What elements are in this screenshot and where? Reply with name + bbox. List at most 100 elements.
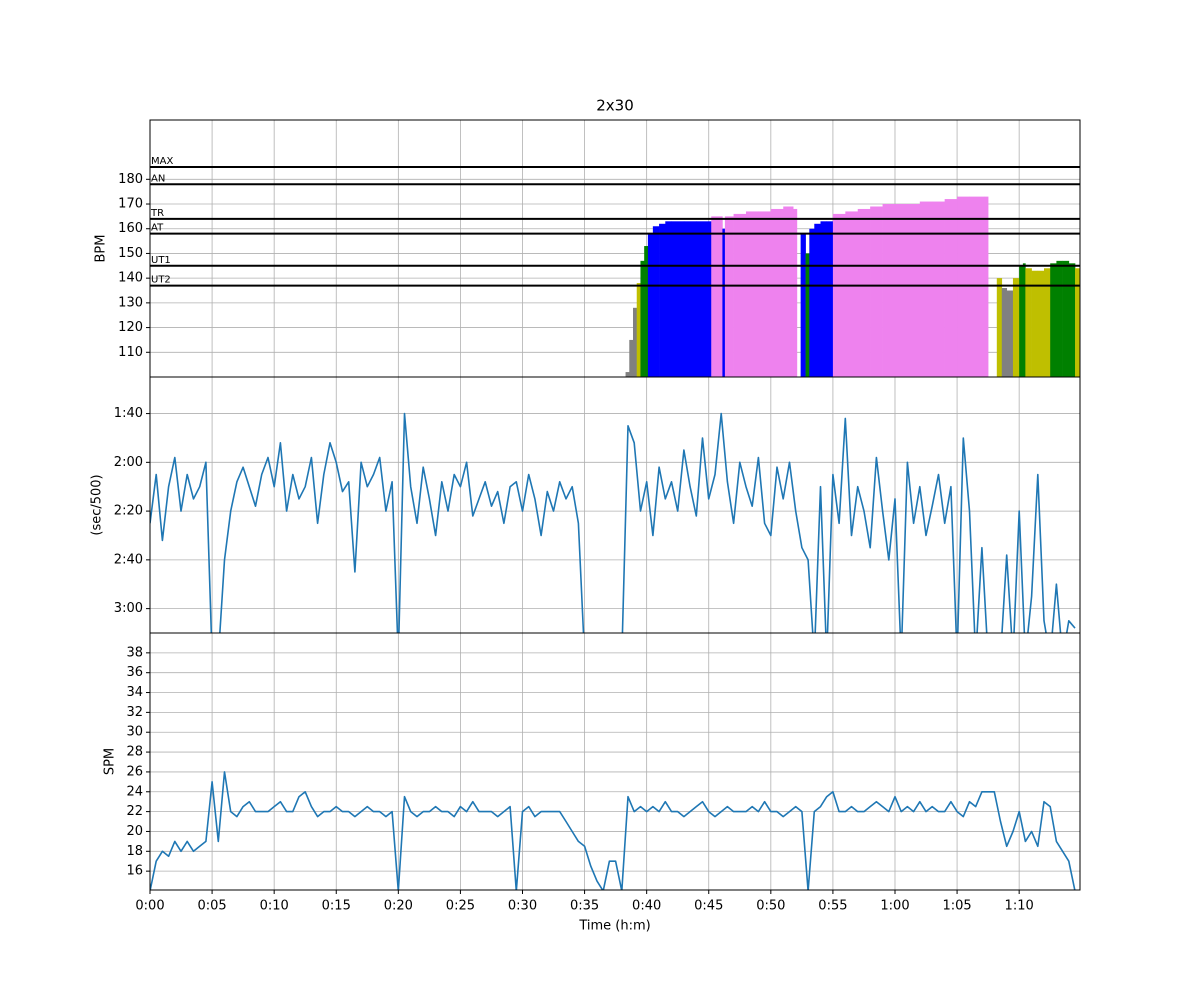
x-tick-label: 1:10 (1005, 899, 1034, 914)
y-tick-label: 180 (118, 172, 143, 187)
hr-bar (640, 260, 645, 377)
x-tick-label: 0:20 (384, 899, 413, 914)
hr-bar (711, 216, 722, 377)
hr-bar (783, 206, 794, 377)
hr-bar (745, 211, 759, 377)
hr-bar (671, 221, 685, 377)
hr-bar (724, 216, 734, 377)
hr-bar (652, 226, 660, 377)
hr-bar (644, 246, 649, 377)
y-tick-label: 32 (126, 705, 143, 720)
y-tick-label: 16 (126, 864, 143, 879)
hr-bar (633, 307, 638, 377)
hr-bar (733, 213, 747, 377)
hr-bar (857, 208, 871, 377)
hr-bar (1068, 263, 1076, 377)
y-axis-label: (sec/500) (90, 474, 105, 535)
x-tick-label: 0:40 (632, 899, 661, 914)
hr-bar (683, 221, 697, 377)
hr-bar (696, 221, 710, 377)
y-tick-label: 110 (118, 345, 143, 360)
data-line (150, 771, 1076, 890)
x-tick-label: 0:10 (260, 899, 289, 914)
y-tick-label: 2:20 (114, 504, 143, 519)
y-tick-label: 130 (118, 295, 143, 310)
data-line (150, 412, 1076, 633)
hr-bar (996, 278, 1003, 377)
y-tick-label: 2:40 (114, 552, 143, 567)
hr-bar (907, 204, 921, 377)
hr-bar (820, 221, 828, 377)
x-tick-label: 1:00 (880, 899, 909, 914)
x-tick-label: 0:45 (694, 899, 723, 914)
plot-area (150, 633, 1080, 890)
hr-bar (1043, 268, 1051, 377)
y-tick-label: 150 (118, 246, 143, 261)
hr-bar (969, 196, 985, 377)
hr-bar (1056, 260, 1063, 377)
axes-frame (149, 632, 1081, 891)
hr-bar (770, 208, 784, 377)
hr-bar (919, 201, 933, 377)
hr-bar (1025, 268, 1032, 377)
zone-label: MAX (151, 156, 173, 167)
chart-title: 2x30 (596, 97, 634, 115)
hr-bar (894, 204, 908, 377)
hr-bar (1050, 263, 1057, 377)
y-tick-label: 140 (118, 271, 143, 286)
hr-bar (1001, 288, 1008, 377)
y-tick-label: 160 (118, 221, 143, 236)
hr-bar (647, 233, 654, 377)
hr-bar (1037, 270, 1045, 377)
y-tick-label: 38 (126, 645, 143, 660)
hr-bar (1062, 260, 1070, 377)
zone-label: AN (151, 173, 165, 184)
hr-bar (957, 196, 970, 377)
hr-bar (1012, 278, 1020, 377)
hr-bar (984, 196, 989, 377)
hr-bar (805, 253, 810, 377)
hr-bar (665, 221, 672, 377)
x-tick-label: 1:05 (942, 899, 971, 914)
hr-bar (882, 204, 896, 377)
x-axis-label: Time (h:m) (578, 919, 650, 934)
x-tick-label: 0:25 (446, 899, 475, 914)
x-tick-label: 0:30 (508, 899, 537, 914)
x-tick-label: 0:00 (135, 899, 164, 914)
hr-bar (814, 223, 821, 377)
zone-label: AT (151, 223, 164, 234)
y-tick-label: 34 (126, 685, 143, 700)
zone-label: TR (150, 208, 164, 219)
y-tick-label: 20 (126, 824, 143, 839)
y-tick-label: 170 (118, 197, 143, 212)
hr-bar (870, 206, 883, 377)
y-tick-label: 2:00 (114, 455, 143, 470)
y-tick-label: 22 (126, 804, 143, 819)
hr-bar (636, 283, 641, 377)
y-tick-label: 18 (126, 844, 143, 859)
x-tick-label: 0:15 (322, 899, 351, 914)
hr-bar (722, 228, 726, 377)
hr-bar (1019, 265, 1024, 377)
y-tick-label: 30 (126, 725, 143, 740)
hr-bar (625, 372, 630, 377)
y-tick-label: 28 (126, 745, 143, 760)
hr-bar (1006, 290, 1014, 377)
y-axis-label: SPM (103, 748, 118, 775)
hr-bar (800, 233, 806, 377)
plot-area (150, 120, 1080, 377)
y-tick-label: 3:00 (114, 601, 143, 616)
y-tick-label: 26 (126, 764, 143, 779)
hr-bar (1031, 270, 1039, 377)
hr-bar (758, 211, 772, 377)
y-axis-label: BPM (94, 235, 109, 263)
y-tick-label: 36 (126, 665, 143, 680)
hr-bar (832, 213, 846, 377)
hr-bar (721, 216, 723, 377)
hr-bar (629, 339, 634, 377)
y-tick-label: 1:40 (114, 406, 143, 421)
hr-bar (826, 221, 834, 377)
x-tick-label: 0:05 (197, 899, 226, 914)
